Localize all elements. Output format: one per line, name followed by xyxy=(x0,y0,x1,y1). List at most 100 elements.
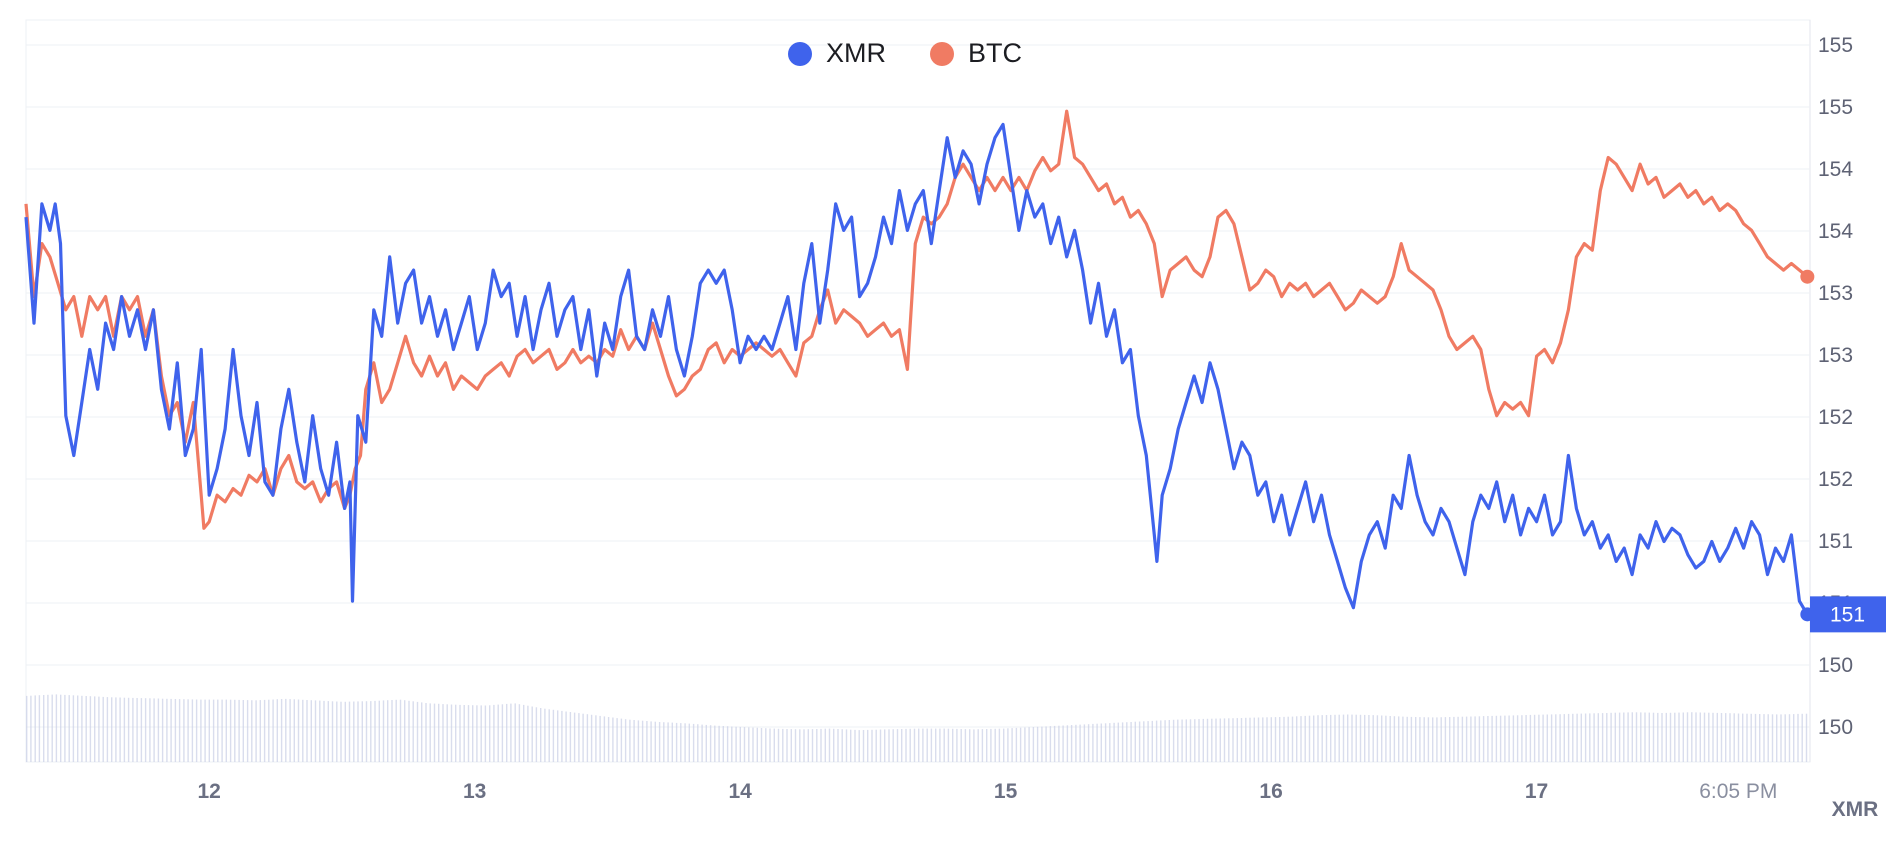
volume-bar xyxy=(246,700,249,762)
volume-bar xyxy=(1130,722,1132,762)
volume-bar xyxy=(38,695,41,762)
volume-bar xyxy=(518,704,521,762)
volume-bar xyxy=(1313,715,1315,762)
volume-bar xyxy=(446,704,448,762)
volume-bar xyxy=(1355,714,1357,762)
volume-bar xyxy=(1240,718,1243,762)
volume-bar xyxy=(1465,716,1468,762)
volume-bar xyxy=(1147,721,1149,762)
volume-bar xyxy=(986,729,988,762)
legend-dot-icon xyxy=(930,41,954,66)
volume-bar xyxy=(735,726,737,762)
volume-bar xyxy=(913,728,916,762)
volume-bar xyxy=(1372,715,1374,762)
volume-bar xyxy=(595,715,597,762)
volume-bar xyxy=(888,729,890,762)
volume-bar xyxy=(1058,725,1060,762)
volume-bar xyxy=(85,696,87,762)
volume-bar xyxy=(922,728,924,762)
volume-bar xyxy=(841,729,843,762)
volume-bar xyxy=(153,698,155,762)
volume-bar xyxy=(1007,728,1009,762)
volume-bar xyxy=(467,705,470,762)
volume-bar xyxy=(1036,726,1039,762)
volume-bar xyxy=(527,705,529,762)
volume-bar xyxy=(47,694,49,762)
legend-item-btc[interactable]: BTC xyxy=(930,38,1022,69)
volume-bar xyxy=(195,699,198,762)
volume-bar xyxy=(106,697,109,762)
legend-item-xmr[interactable]: XMR xyxy=(788,38,886,69)
volume-bar xyxy=(1113,722,1115,762)
volume-bar xyxy=(1172,719,1175,762)
y-tick-label: 154 xyxy=(1818,158,1853,181)
volume-bar xyxy=(646,721,648,762)
volume-bar xyxy=(382,700,385,762)
volume-bar xyxy=(523,704,525,762)
volume-bar xyxy=(1300,716,1302,762)
volume-bar xyxy=(1049,726,1052,762)
volume-bar xyxy=(1117,722,1119,762)
volume-bar xyxy=(1262,717,1264,762)
volume-bar xyxy=(1432,717,1434,762)
volume-bar xyxy=(229,699,232,762)
volume-bar xyxy=(306,700,308,762)
volume-bar xyxy=(1393,716,1396,762)
volume-bar xyxy=(1703,712,1706,762)
volume-bar xyxy=(391,700,393,762)
volume-bar xyxy=(1398,716,1400,762)
volume-bar xyxy=(1083,724,1086,762)
volume-bar xyxy=(450,704,453,762)
volume-bar xyxy=(1538,714,1540,762)
volume-bar xyxy=(1652,712,1655,762)
volume-bar xyxy=(234,699,236,762)
volume-bar xyxy=(212,699,215,762)
volume-bar xyxy=(459,704,461,762)
volume-bar xyxy=(1593,713,1595,762)
volume-bar xyxy=(472,705,474,762)
volume-bar xyxy=(115,697,117,762)
y-tick-label: 154 xyxy=(1818,220,1853,243)
volume-bar xyxy=(1610,712,1612,762)
volume-bar xyxy=(1334,714,1336,762)
volume-bar xyxy=(1780,714,1782,762)
volume-bar xyxy=(590,714,593,762)
volume-bar xyxy=(268,699,270,762)
volume-bar xyxy=(1754,713,1757,762)
volume-bar xyxy=(1699,712,1701,762)
volume-bar xyxy=(119,697,121,762)
volume-bar xyxy=(1215,718,1217,762)
volume-bar xyxy=(1589,713,1591,762)
volume-bar xyxy=(1317,715,1319,762)
volume-bar xyxy=(930,728,933,762)
volume-bar xyxy=(1491,715,1493,762)
volume-bar xyxy=(981,729,984,762)
volume-bar xyxy=(157,698,160,762)
volume-bar xyxy=(1087,724,1090,762)
volume-bar xyxy=(344,701,346,762)
volume-bar xyxy=(187,699,189,762)
y-tick-label: 152 xyxy=(1818,406,1853,429)
volume-bar xyxy=(1351,714,1353,762)
volume-bar xyxy=(1584,713,1587,762)
volume-bar xyxy=(259,700,261,762)
legend-label: BTC xyxy=(968,38,1022,68)
volume-bar xyxy=(1580,713,1582,762)
volume-bar xyxy=(404,700,406,762)
volume-bar xyxy=(1725,713,1727,762)
volume-bar xyxy=(544,708,546,762)
volume-bar xyxy=(782,728,784,762)
volume-bar xyxy=(1742,713,1744,762)
x-tick-label: 14 xyxy=(728,780,752,803)
volume-bar xyxy=(947,728,950,762)
volume-bar xyxy=(26,695,28,762)
volume-bar xyxy=(828,728,831,762)
volume-bar xyxy=(871,729,873,762)
plot-frame xyxy=(25,19,1811,763)
volume-bar xyxy=(1126,722,1128,762)
volume-bar xyxy=(531,706,533,762)
x-tick-label: 15 xyxy=(994,780,1018,803)
volume-bar xyxy=(111,697,113,762)
volume-bar xyxy=(811,729,814,762)
